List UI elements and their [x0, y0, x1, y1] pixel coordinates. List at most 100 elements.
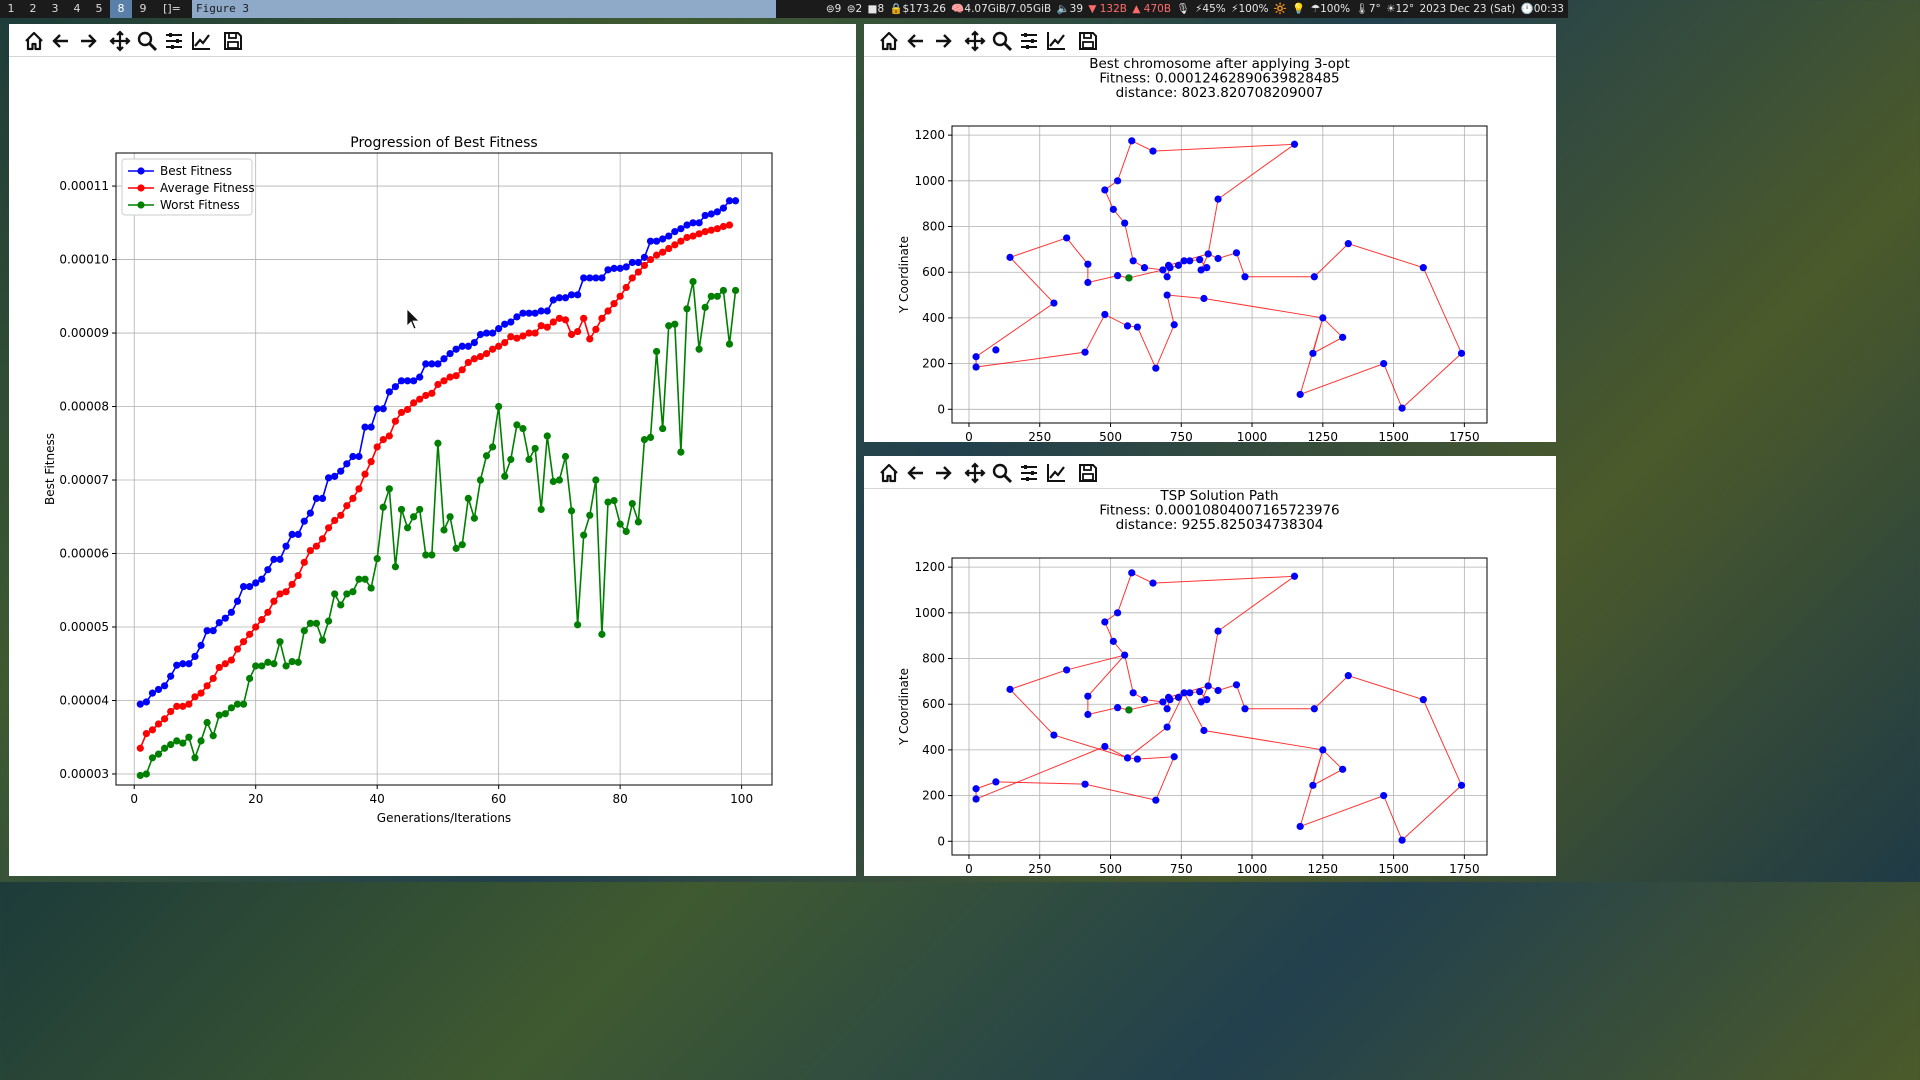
- city-point: [1319, 746, 1327, 754]
- data-point: [501, 339, 509, 347]
- workspace-8[interactable]: 8: [110, 0, 132, 18]
- battery-status-2: ⚡100%: [1231, 3, 1269, 15]
- forward-icon[interactable]: [932, 462, 954, 484]
- data-point: [197, 737, 205, 745]
- data-point: [525, 309, 533, 317]
- status-item: ⊜2: [846, 3, 863, 15]
- chart-title-line: TSP Solution Path: [1159, 488, 1278, 504]
- zoom-icon[interactable]: [991, 30, 1013, 52]
- data-point: [379, 405, 387, 413]
- data-point: [428, 551, 436, 559]
- data-point: [167, 707, 175, 716]
- pan-icon[interactable]: [109, 30, 131, 52]
- data-point: [507, 318, 515, 326]
- data-point: [580, 531, 588, 539]
- zoom-icon[interactable]: [991, 462, 1013, 484]
- back-icon[interactable]: [50, 30, 72, 52]
- home-icon[interactable]: [23, 30, 45, 52]
- data-point: [160, 715, 169, 723]
- battery-status: ⚡45%: [1195, 3, 1226, 15]
- save-icon[interactable]: [1077, 462, 1099, 484]
- data-point: [586, 335, 594, 343]
- data-point: [574, 621, 582, 629]
- data-point: [410, 399, 418, 407]
- forward-icon[interactable]: [77, 30, 99, 52]
- city-point: [1063, 666, 1071, 674]
- date: 2023 Dec 23 (Sat): [1419, 3, 1516, 15]
- data-point: [549, 477, 557, 486]
- pan-icon[interactable]: [964, 462, 986, 484]
- forward-icon[interactable]: [932, 30, 954, 52]
- data-point: [659, 248, 667, 256]
- city-point: [1380, 360, 1388, 368]
- workspace-2[interactable]: 2: [29, 2, 37, 15]
- configure-icon[interactable]: [1018, 462, 1040, 484]
- back-icon[interactable]: [905, 462, 927, 484]
- configure-icon[interactable]: [163, 30, 185, 52]
- city-point: [1101, 186, 1109, 194]
- city-point: [1214, 686, 1222, 695]
- plot-frame: [951, 125, 1488, 424]
- window-title: Figure 3: [192, 0, 776, 18]
- data-point: [731, 197, 740, 205]
- data-point: [567, 291, 576, 299]
- city-point: [1174, 261, 1183, 269]
- city-point: [1113, 704, 1122, 712]
- save-icon[interactable]: [1077, 30, 1099, 52]
- y-tick-label: 0: [937, 834, 945, 848]
- x-tick-label: 1250: [1308, 430, 1339, 442]
- edit-axis-icon[interactable]: [190, 30, 212, 52]
- data-point: [148, 754, 157, 762]
- data-point: [203, 627, 211, 635]
- save-icon[interactable]: [222, 30, 244, 52]
- data-point: [434, 360, 442, 368]
- configure-icon[interactable]: [1018, 30, 1040, 52]
- data-point: [567, 330, 576, 339]
- data-point: [495, 402, 503, 411]
- data-point: [574, 291, 582, 299]
- back-icon[interactable]: [905, 30, 927, 52]
- edit-axis-icon[interactable]: [1045, 30, 1067, 52]
- x-tick-label: 1000: [1237, 862, 1268, 876]
- chart-title: Progression of Best Fitness: [350, 135, 537, 151]
- city-point: [1050, 299, 1058, 307]
- city-point: [1174, 693, 1183, 701]
- data-point: [482, 329, 491, 337]
- data-point: [349, 452, 357, 461]
- home-icon[interactable]: [878, 462, 900, 484]
- data-point: [452, 345, 460, 353]
- city-point: [1163, 723, 1171, 731]
- workspace-3[interactable]: 3: [51, 2, 59, 15]
- data-point: [695, 219, 703, 227]
- data-point: [239, 582, 248, 591]
- data-point: [665, 232, 673, 240]
- data-point: [264, 608, 272, 616]
- city-point: [1204, 250, 1212, 258]
- city-point: [1310, 705, 1318, 713]
- city-point: [1133, 755, 1142, 763]
- data-point: [488, 345, 497, 353]
- data-point: [318, 494, 327, 502]
- layout-indicator[interactable]: []=: [163, 2, 181, 15]
- data-point: [634, 518, 642, 526]
- city-point: [1101, 618, 1109, 626]
- home-icon[interactable]: [878, 30, 900, 52]
- data-point: [446, 513, 454, 521]
- data-point: [209, 732, 217, 740]
- data-point: [476, 352, 485, 361]
- workspace-4[interactable]: 4: [73, 2, 81, 15]
- workspace-5[interactable]: 5: [95, 2, 103, 15]
- status-item: 🎙: [1176, 3, 1190, 15]
- data-point: [652, 237, 661, 245]
- city-point: [992, 778, 1000, 786]
- workspace-9[interactable]: 9: [139, 2, 147, 15]
- data-point: [634, 268, 642, 276]
- data-point: [221, 614, 229, 622]
- pan-icon[interactable]: [964, 30, 986, 52]
- data-point: [434, 439, 442, 447]
- zoom-icon[interactable]: [136, 30, 158, 52]
- y-axis-label: Y Coordinate: [897, 668, 911, 746]
- city-point: [1309, 781, 1317, 789]
- workspace-1[interactable]: 1: [7, 2, 15, 15]
- edit-axis-icon[interactable]: [1045, 462, 1067, 484]
